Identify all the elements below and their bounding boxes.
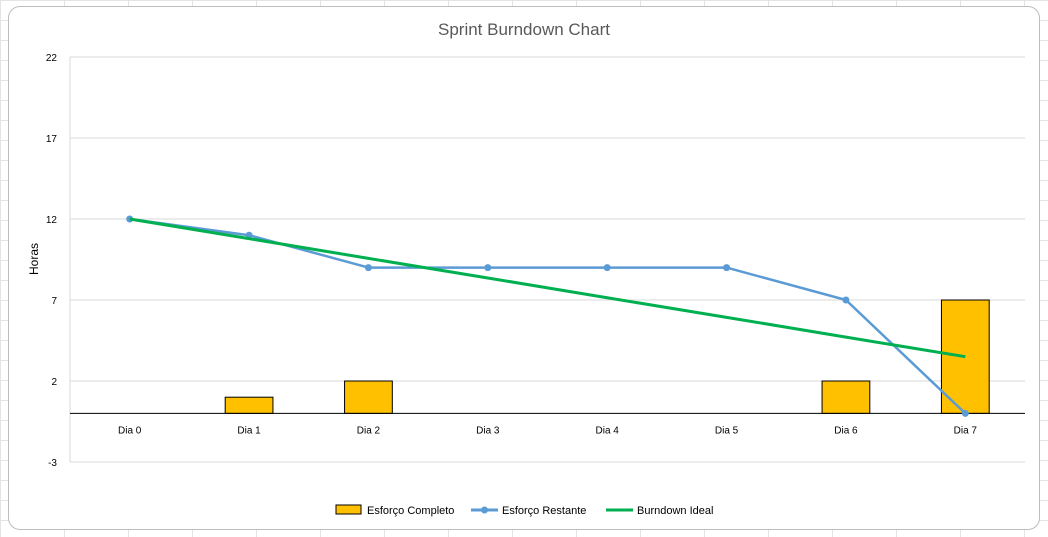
x-tick-label: Dia 1 [237,425,261,436]
y-tick-label: 7 [51,296,57,307]
legend-swatch [335,504,362,515]
y-tick-label: 22 [46,53,58,64]
x-tick-label: Dia 7 [954,425,978,436]
series-line [129,217,966,359]
legend-marker [481,506,488,514]
y-tick-label: 2 [51,377,57,388]
legend: Esforço Completo Esforço Restante Burndown… [335,504,713,517]
series-point [484,264,492,272]
bar [344,380,393,414]
y-tick-label: 17 [46,134,58,145]
series-point [723,264,731,272]
gridlines [69,56,1025,463]
legend-label: Burndown Ideal [637,505,713,517]
series-point [603,264,611,272]
chart-title: Sprint Burndown Chart [438,20,610,39]
legend-label: Esforço Restante [502,505,586,517]
x-tick-label: Dia 6 [834,425,858,436]
y-tick-label: -3 [48,458,57,469]
legend-label: Esforço Completo [367,505,454,517]
x-axis-ticks: Dia 0 Dia 1 Dia 2 Dia 3 Dia 4 Dia 5 Dia 6 Dia 7 [118,425,977,436]
x-tick-label: Dia 4 [596,425,620,436]
series-point [364,264,372,272]
y-tick-label: 12 [46,215,58,226]
y-axis-title: Horas [27,243,41,275]
bar-series [224,299,990,414]
bar [224,396,274,414]
x-tick-label: Dia 0 [118,425,142,436]
x-tick-label: Dia 3 [476,425,500,436]
x-tick-label: Dia 2 [357,425,381,436]
series-point [842,296,850,304]
line-series [126,215,969,417]
x-tick-label: Dia 5 [715,425,739,436]
y-axis-ticks: 22 17 12 7 2 -3 [46,53,58,469]
bar [821,380,871,414]
series-point [961,409,969,417]
